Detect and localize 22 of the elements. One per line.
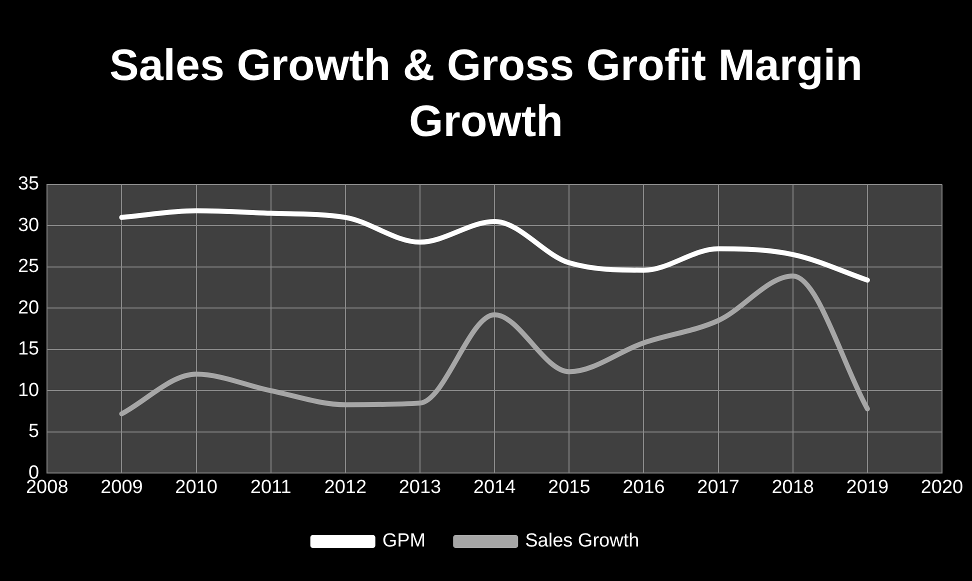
x-tick-label: 2009 xyxy=(100,476,143,498)
x-tick-label: 2012 xyxy=(324,476,367,498)
x-tick-label: 2011 xyxy=(250,476,292,498)
x-tick-label: 2018 xyxy=(772,476,814,498)
x-tick-label: 2015 xyxy=(548,476,590,498)
x-tick-label: 2013 xyxy=(398,476,442,498)
y-tick-label: 15 xyxy=(18,338,40,360)
chart-title: Sales Growth & Gross Grofit Margin Growth xyxy=(108,40,864,148)
y-tick-label: 10 xyxy=(18,380,40,401)
y-tick-label: 5 xyxy=(28,421,40,442)
x-tick-label: 2014 xyxy=(473,476,516,498)
y-tick-label: 30 xyxy=(18,214,40,236)
y-tick-label: 25 xyxy=(18,256,40,278)
x-tick-label: 2017 xyxy=(697,476,740,498)
y-tick-label: 20 xyxy=(18,297,40,318)
x-tick-label: 2020 xyxy=(920,476,964,498)
legend-label: GPM xyxy=(382,530,426,552)
x-tick-label: 2010 xyxy=(175,476,218,498)
y-tick-label: 35 xyxy=(18,174,40,195)
x-tick-label: 2019 xyxy=(846,476,889,498)
legend-label: Sales Growth xyxy=(525,530,640,552)
x-tick-label: 2016 xyxy=(622,476,665,498)
